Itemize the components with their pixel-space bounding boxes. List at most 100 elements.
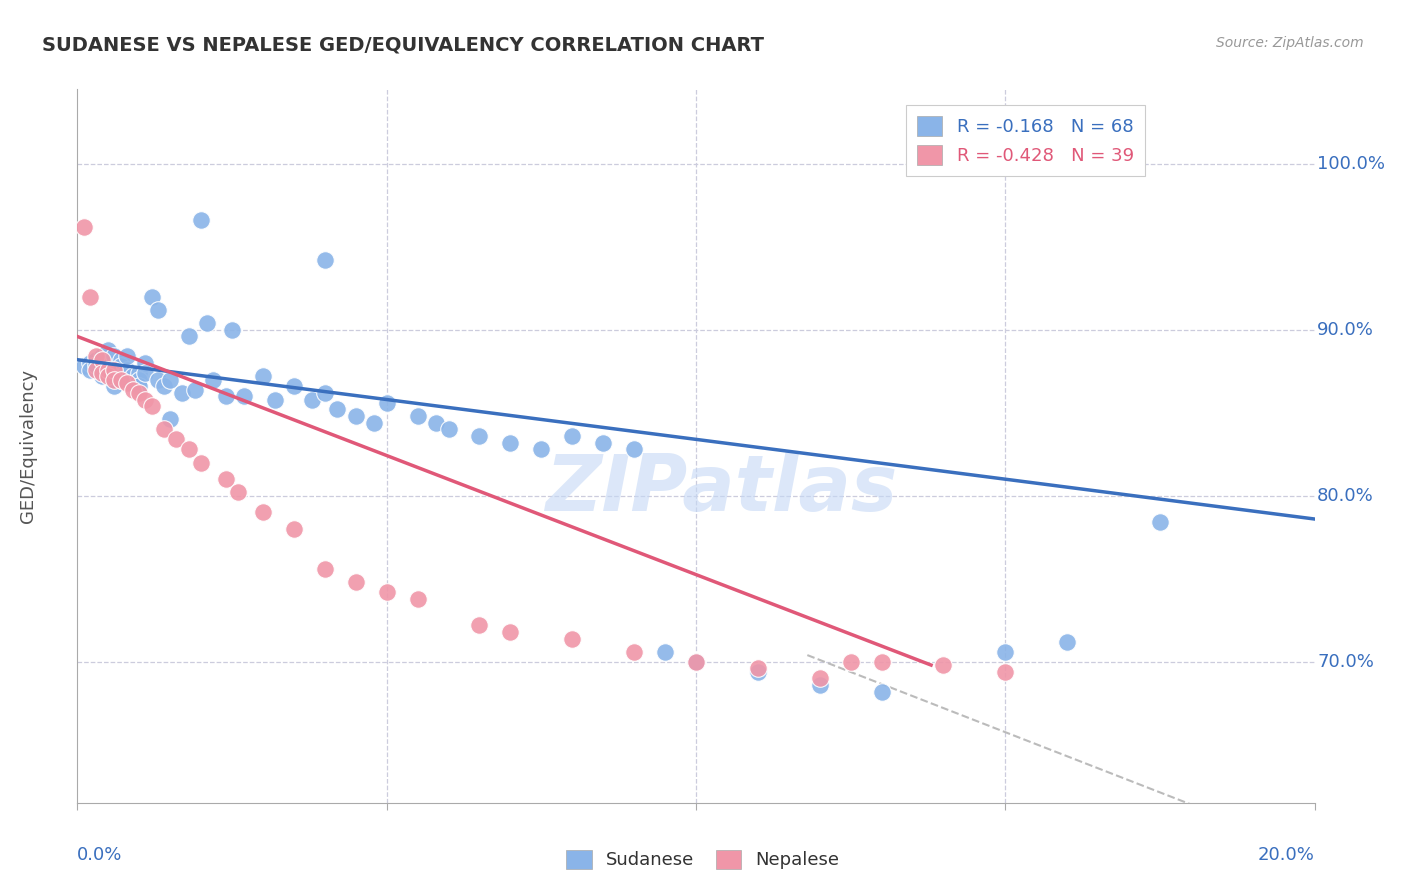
Point: [226, 485, 249, 500]
Point: [134, 392, 156, 407]
Point: [184, 383, 207, 397]
Point: [84, 358, 107, 372]
Point: [561, 429, 583, 443]
Point: [141, 290, 163, 304]
Point: [190, 456, 212, 470]
Point: [314, 253, 336, 268]
Point: [103, 366, 125, 380]
Point: [808, 678, 831, 692]
Point: [165, 433, 187, 447]
Point: [747, 661, 769, 675]
Text: SUDANESE VS NEPALESE GED/EQUIVALENCY CORRELATION CHART: SUDANESE VS NEPALESE GED/EQUIVALENCY COR…: [42, 36, 765, 54]
Point: [530, 442, 553, 457]
Point: [685, 655, 707, 669]
Point: [103, 350, 125, 364]
Point: [375, 585, 398, 599]
Point: [252, 505, 274, 519]
Point: [72, 359, 94, 374]
Text: 20.0%: 20.0%: [1258, 846, 1315, 863]
Point: [499, 624, 522, 639]
Point: [839, 655, 862, 669]
Point: [141, 399, 163, 413]
Text: 0.0%: 0.0%: [77, 846, 122, 863]
Point: [172, 385, 194, 400]
Point: [115, 350, 138, 364]
Legend: R = -0.168   N = 68, R = -0.428   N = 39: R = -0.168 N = 68, R = -0.428 N = 39: [907, 105, 1144, 176]
Point: [128, 379, 150, 393]
Point: [115, 376, 138, 390]
Point: [115, 373, 138, 387]
Point: [301, 392, 323, 407]
Text: 80.0%: 80.0%: [1317, 487, 1374, 505]
Point: [1056, 635, 1078, 649]
Point: [375, 396, 398, 410]
Text: 90.0%: 90.0%: [1317, 321, 1374, 339]
Point: [747, 665, 769, 679]
Text: 70.0%: 70.0%: [1317, 653, 1374, 671]
Point: [808, 671, 831, 685]
Point: [215, 472, 238, 486]
Point: [128, 373, 150, 387]
Point: [314, 562, 336, 576]
Point: [79, 356, 101, 370]
Point: [97, 343, 120, 357]
Point: [221, 323, 243, 337]
Point: [994, 645, 1017, 659]
Point: [97, 362, 120, 376]
Point: [994, 665, 1017, 679]
Point: [134, 366, 156, 380]
Point: [685, 655, 707, 669]
Point: [870, 655, 893, 669]
Point: [153, 379, 176, 393]
Point: [79, 290, 101, 304]
Point: [110, 359, 132, 374]
Text: ZIPatlas: ZIPatlas: [544, 450, 897, 527]
Point: [468, 429, 491, 443]
Point: [215, 389, 238, 403]
Point: [146, 373, 169, 387]
Point: [79, 362, 101, 376]
Point: [110, 373, 132, 387]
Point: [252, 369, 274, 384]
Point: [283, 522, 305, 536]
Point: [344, 409, 367, 424]
Point: [233, 389, 256, 403]
Point: [283, 379, 305, 393]
Point: [870, 684, 893, 698]
Point: [623, 645, 645, 659]
Point: [437, 422, 460, 436]
Point: [122, 376, 145, 390]
Point: [84, 362, 107, 376]
Point: [202, 373, 225, 387]
Text: GED/Equivalency: GED/Equivalency: [18, 369, 37, 523]
Point: [195, 316, 218, 330]
Point: [406, 591, 429, 606]
Point: [425, 416, 447, 430]
Point: [499, 435, 522, 450]
Point: [91, 366, 114, 380]
Point: [103, 362, 125, 376]
Point: [91, 352, 114, 367]
Point: [326, 402, 349, 417]
Point: [128, 385, 150, 400]
Point: [264, 392, 287, 407]
Point: [103, 373, 125, 387]
Point: [110, 352, 132, 367]
Point: [159, 412, 181, 426]
Text: 100.0%: 100.0%: [1317, 155, 1385, 173]
Text: Source: ZipAtlas.com: Source: ZipAtlas.com: [1216, 36, 1364, 50]
Point: [97, 362, 120, 376]
Point: [363, 416, 385, 430]
Point: [314, 385, 336, 400]
Point: [159, 373, 181, 387]
Point: [592, 435, 614, 450]
Point: [932, 658, 955, 673]
Point: [468, 618, 491, 632]
Point: [110, 362, 132, 376]
Point: [91, 350, 114, 364]
Point: [84, 350, 107, 364]
Point: [654, 645, 676, 659]
Point: [122, 383, 145, 397]
Point: [1149, 516, 1171, 530]
Point: [84, 352, 107, 367]
